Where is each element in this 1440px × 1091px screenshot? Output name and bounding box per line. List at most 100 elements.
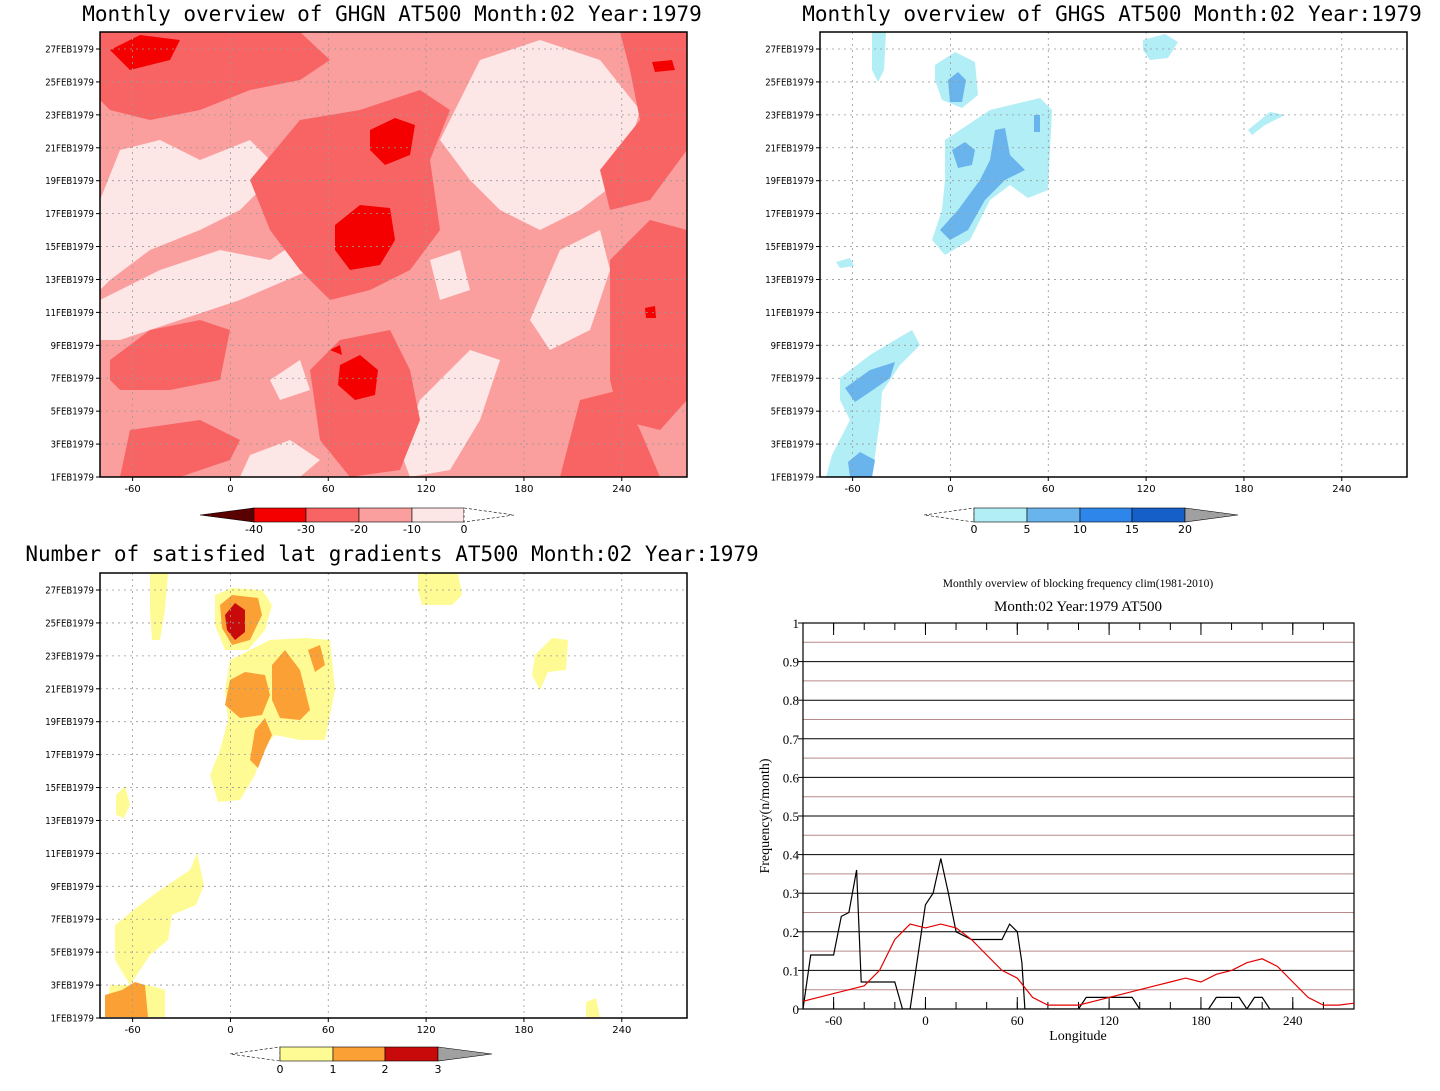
ghgs-ytick-label-9: 19FEB1979 (765, 176, 814, 187)
ghgn-frame (99, 31, 688, 478)
lat-level-1-regions (105, 573, 600, 1017)
ghgs-grid (820, 32, 1407, 478)
freq-ytick-label-5: 0.5 (783, 809, 799, 824)
freq-ytick-label-2: 0.2 (783, 925, 799, 940)
ghgn-ytick-label-13: 27FEB1979 (45, 45, 94, 56)
ghgn-xtick-label-2: 60 (322, 484, 335, 495)
cb-a-tri-left (199, 507, 255, 523)
lat-xtick-label-1: 0 (227, 1025, 233, 1036)
cb-a-label-4: 0 (461, 523, 468, 536)
cb-b-box-4 (1131, 507, 1186, 523)
cb-b-tri-right (1184, 507, 1239, 523)
cb-c-box-2 (332, 1046, 386, 1062)
ghgs-xtick-label-1: 0 (947, 484, 953, 495)
freq-ytick-label-7: 0.7 (783, 732, 800, 747)
lat-ytick-label-6: 13FEB1979 (45, 816, 94, 827)
ghgn-xtick-label-5: 240 (612, 484, 631, 495)
ghgs-xtick-label-2: 60 (1042, 484, 1055, 495)
cb-c-label-1: 1 (330, 1063, 337, 1076)
freq-ylabel: Frequency(n/month) (758, 758, 773, 873)
ghgs-colorbar: 0 5 10 15 20 (923, 507, 1239, 536)
ghgs-ytick-label-13: 27FEB1979 (765, 45, 814, 56)
lat-ytick-label-9: 19FEB1979 (45, 717, 94, 728)
cb-b-box-1 (973, 507, 1028, 523)
ghgs-xtick-label-0: -60 (844, 484, 860, 495)
cb-c-box-1 (279, 1046, 334, 1062)
cb-b-label-0: 0 (971, 523, 978, 536)
ghgs-ytick-label-8: 17FEB1979 (765, 209, 814, 220)
freq-xtick-label-1: 0 (922, 1013, 929, 1028)
ghgn-field (100, 32, 687, 477)
lat-colorbar: 0 1 2 3 (229, 1046, 493, 1076)
ghgs-ytick-label-12: 25FEB1979 (765, 77, 814, 88)
ghgn-strong-regions (110, 35, 675, 400)
freq-plot: 0 0.1 0.2 0.3 0.4 0.5 0.6 0.7 0.8 0.9 1 -60 0 60 120 18… (783, 616, 1355, 1028)
ghgn-colorbar: -40 -30 -20 -10 0 (199, 507, 515, 536)
lat-x-axis: -60 0 60 120 180 240 (124, 1018, 631, 1036)
cb-a-box-2 (305, 507, 360, 523)
lat-field (105, 573, 600, 1017)
ghgs-ytick-label-10: 21FEB1979 (765, 143, 814, 154)
ghgn-ytick-label-11: 23FEB1979 (45, 110, 94, 121)
freq-ytick-label-10: 1 (793, 616, 800, 631)
cb-c-label-3: 3 (435, 1063, 442, 1076)
cb-b-tri-left (923, 507, 975, 523)
cb-b-box-2 (1026, 507, 1081, 523)
cb-a-tri-right (463, 507, 515, 523)
freq-xtick-label-4: 180 (1191, 1013, 1211, 1028)
ghgn-ytick-label-0: 1FEB1979 (51, 473, 94, 484)
lat-ytick-label-12: 25FEB1979 (45, 618, 94, 629)
cb-a-box-4 (411, 507, 465, 523)
freq-xtick-label-5: 240 (1283, 1013, 1303, 1028)
freq-ytick-label-6: 0.6 (783, 770, 800, 785)
lat-ytick-label-3: 7FEB1979 (51, 915, 94, 926)
lat-ytick-label-4: 9FEB1979 (51, 882, 94, 893)
lat-ytick-label-5: 11FEB1979 (45, 849, 94, 860)
cb-b-label-1: 5 (1024, 523, 1031, 536)
freq-ytick-label-1: 0.1 (783, 963, 799, 978)
ghgn-ytick-label-5: 11FEB1979 (45, 308, 94, 319)
ghgn-ytick-label-2: 5FEB1979 (51, 407, 94, 418)
ghgn-ytick-label-12: 25FEB1979 (45, 77, 94, 88)
ghgs-xtick-label-3: 120 (1137, 484, 1156, 495)
lat-xtick-label-5: 240 (612, 1025, 631, 1036)
cb-b-label-2: 10 (1073, 523, 1087, 536)
ghgn-xtick-label-1: 0 (227, 484, 233, 495)
cb-a-box-1 (253, 507, 307, 523)
lat-xtick-label-4: 180 (514, 1025, 533, 1036)
lat-ytick-label-0: 1FEB1979 (51, 1014, 94, 1025)
freq-series-group (803, 858, 1354, 1009)
cb-c-box-3 (384, 1046, 439, 1062)
ghgn-xtick-label-4: 180 (514, 484, 533, 495)
lat-frame (99, 572, 688, 1019)
ghgn-xtick-label-3: 120 (417, 484, 436, 495)
freq-xlabel: Longitude (1049, 1029, 1107, 1044)
lat-ytick-label-8: 17FEB1979 (45, 750, 94, 761)
lat-ytick-label-10: 21FEB1979 (45, 684, 94, 695)
lat-ytick-label-2: 5FEB1979 (51, 948, 94, 959)
ghgn-ytick-label-7: 15FEB1979 (45, 242, 94, 253)
ghgs-x-axis: -60 0 60 120 180 240 (844, 477, 1351, 495)
cb-c-label-2: 2 (382, 1063, 389, 1076)
lat-ytick-label-13: 27FEB1979 (45, 586, 94, 597)
ghgs-ytick-label-11: 23FEB1979 (765, 110, 814, 121)
lat-grid (100, 573, 687, 1019)
freq-xtick-label-3: 120 (1099, 1013, 1119, 1028)
freq-series-line-0 (803, 858, 1271, 1009)
lat-ytick-label-1: 3FEB1979 (51, 981, 94, 992)
ghgs-ytick-label-4: 9FEB1979 (771, 341, 814, 352)
ghgn-xtick-label-0: -60 (124, 484, 140, 495)
ghgs-ytick-label-2: 5FEB1979 (771, 407, 814, 418)
ghgs-xtick-label-5: 240 (1332, 484, 1351, 495)
lat-ytick-label-7: 15FEB1979 (45, 783, 94, 794)
freq-ytick-label-3: 0.3 (783, 886, 799, 901)
cb-a-label-1: -30 (297, 523, 315, 536)
freq-ytick-label-9: 0.9 (783, 655, 799, 670)
freq-ytick-label-8: 0.8 (783, 693, 799, 708)
lat-level-3-regions (225, 603, 245, 640)
ghgn-ytick-label-6: 13FEB1979 (45, 275, 94, 286)
ghgn-mid-regions (100, 32, 687, 477)
cb-a-label-0: -40 (245, 523, 263, 536)
cb-b-label-4: 20 (1178, 523, 1192, 536)
lat-y-axis: 1FEB1979 3FEB1979 5FEB1979 7FEB1979 9FEB1979… (45, 586, 100, 1025)
